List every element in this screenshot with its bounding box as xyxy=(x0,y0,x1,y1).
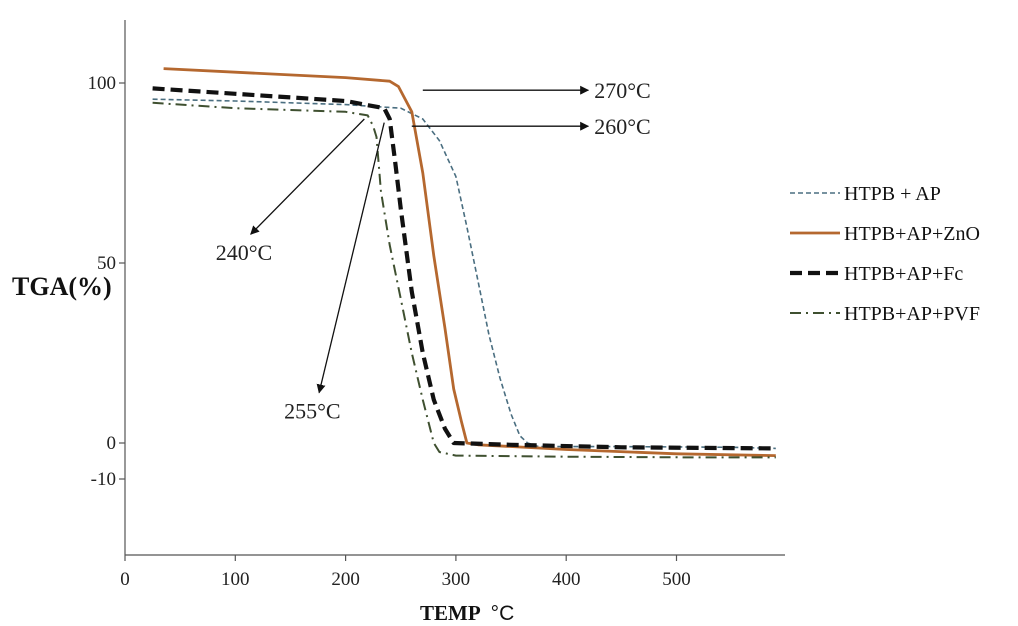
legend-label: HTPB + AP xyxy=(844,183,941,205)
annotation-arrow xyxy=(316,122,385,394)
series-line-2 xyxy=(163,67,776,457)
x-tick-labels: 0 100 200 300 400 500 xyxy=(120,555,691,590)
annotation-label: 255°C xyxy=(284,399,340,424)
legend: HTPB + AP HTPB+AP+ZnO HTPB+AP+Fc HTPB+AP+PV… xyxy=(790,183,980,325)
y-tick-label: 50 xyxy=(97,253,116,274)
annotation-arrow xyxy=(250,118,365,235)
x-axis-title-main: TEMP xyxy=(420,601,481,625)
x-axis-title: TEMP °C xyxy=(420,601,514,625)
y-tick-labels: 100 50 0 -10 xyxy=(88,73,125,490)
legend-label: HTPB+AP+Fc xyxy=(844,263,963,285)
y-tick-label: 100 xyxy=(88,73,117,94)
annotation-label: 270°C xyxy=(594,78,650,103)
x-tick-label: 100 xyxy=(221,569,250,590)
y-axis-title: TGA(%) xyxy=(12,272,112,301)
series-line-3 xyxy=(152,86,776,451)
annotation-label: 260°C xyxy=(594,114,650,139)
y-tick-label: 0 xyxy=(107,433,117,454)
x-tick-label: 500 xyxy=(662,569,691,590)
series-line-1 xyxy=(152,98,776,450)
x-tick-label: 300 xyxy=(442,569,471,590)
annotation-layer: 270°C 260°C 240°C 255°C xyxy=(216,78,651,423)
x-axis-title-unit: °C xyxy=(491,602,515,625)
legend-label: HTPB+AP+PVF xyxy=(844,303,980,325)
annotation-label: 240°C xyxy=(216,240,272,265)
series-layer xyxy=(152,67,776,459)
series-line-4 xyxy=(152,101,776,459)
legend-label: HTPB+AP+ZnO xyxy=(844,223,980,245)
x-tick-label: 200 xyxy=(331,569,360,590)
x-tick-label: 400 xyxy=(552,569,581,590)
y-tick-label: -10 xyxy=(91,469,116,490)
x-tick-label: 0 xyxy=(120,569,130,590)
